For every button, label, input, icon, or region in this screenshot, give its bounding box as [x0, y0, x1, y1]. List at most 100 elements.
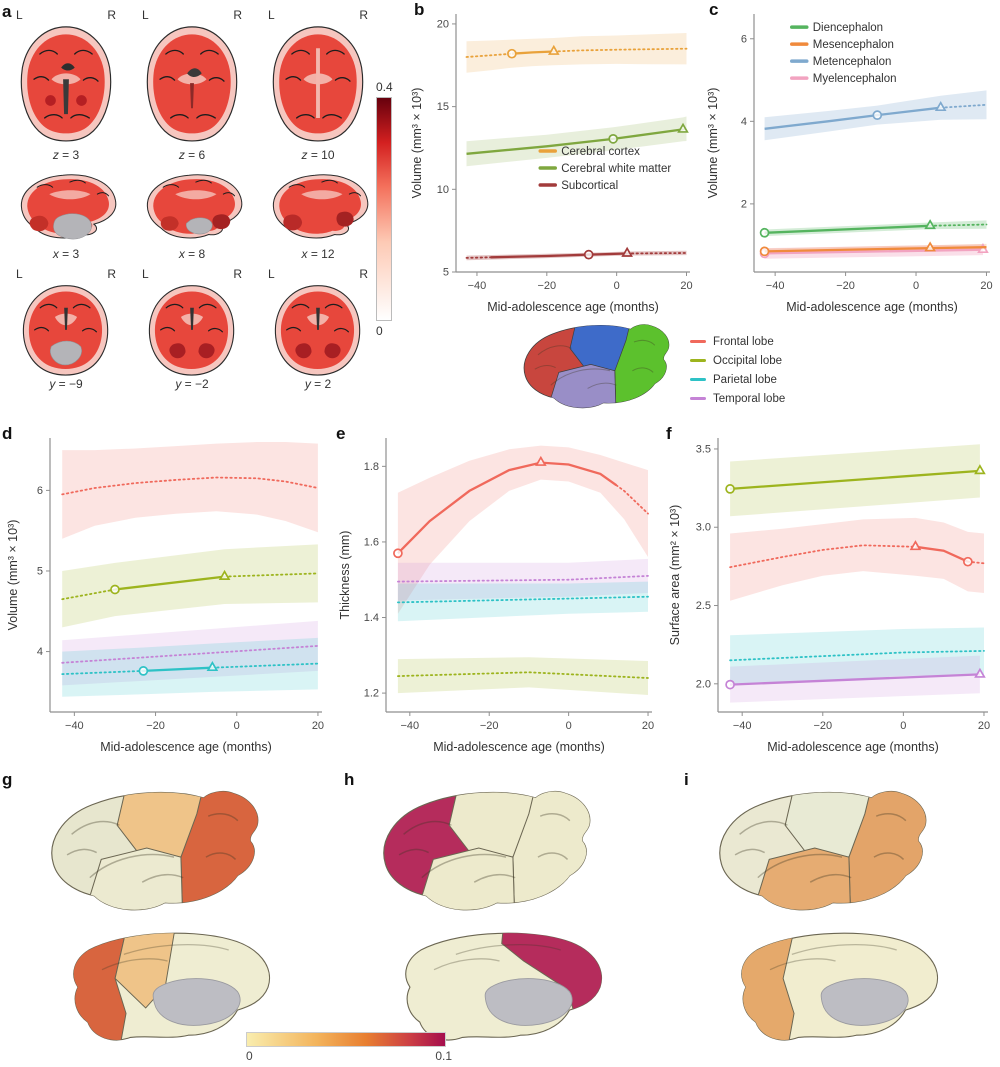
coronal-slice [148, 285, 235, 376]
marker-circle-Frontal lobe [393, 548, 403, 559]
line-dotted-Cerebral cortex [552, 47, 688, 53]
coronal-slice [22, 285, 109, 376]
y-axis-label: Volume (mm³ × 10³) [410, 88, 424, 199]
surface-medial [22, 926, 324, 1067]
surface-medial [690, 926, 992, 1067]
left-label: L [16, 267, 23, 281]
marker-triangle-Parietal lobe [206, 660, 219, 672]
chart-svg-c: −40 −20 0 20 2 4 6 Mid-adolescence age (months)… [706, 14, 993, 314]
y-tick-label: 2.0 [696, 678, 711, 690]
marker-triangle-Mesencephalon [924, 241, 936, 252]
chart-f: −40 −20 0 20 2.0 2.5 3.0 3.5 Mid-adolescence age… [666, 426, 998, 765]
bottom-colorbar: 0 0.1 [246, 1032, 452, 1063]
brain-medial-view [405, 932, 602, 1041]
panel-b-label: b [414, 0, 425, 19]
lobe-legend-item: Temporal lobe [690, 389, 785, 408]
lobe-legend-label: Occipital lobe [713, 354, 783, 367]
left-label: L [16, 8, 23, 22]
colorbar-gradient [376, 97, 392, 321]
left-label: L [142, 267, 149, 281]
x-tick-label: −20 [813, 720, 832, 732]
band-Occipital lobe [62, 544, 318, 628]
left-label: L [142, 8, 149, 22]
line-solid-Diencephalon [764, 224, 931, 234]
bottom-colorbar-min-label: 0 [246, 1049, 253, 1063]
y-tick-label: 1.6 [364, 536, 379, 548]
lobe-legend-swatch [690, 396, 706, 401]
x-tick-label: 0 [913, 280, 919, 292]
left-label: L [268, 8, 275, 22]
chart-d: −40 −20 0 20 4 5 6 Mid-adolescence age (months)… [4, 426, 332, 765]
surface-lateral [340, 782, 638, 930]
line-solid-Occipital lobe [114, 575, 225, 591]
bottom-colorbar-gradient [246, 1032, 446, 1047]
legend-label: Cerebral white matter [561, 163, 671, 175]
line-solid-Temporal lobe [730, 673, 980, 686]
marker-triangle-Temporal lobe [974, 667, 986, 678]
colorbar-min-label: 0 [376, 324, 383, 338]
x-tick-label: −40 [733, 720, 752, 732]
line-solid-Metencephalon [764, 106, 941, 130]
slice-caption: y = 2 [304, 377, 332, 391]
x-tick-label: 0 [900, 720, 906, 732]
x-tick-label: 20 [980, 280, 992, 292]
y-tick-label: 20 [437, 18, 449, 30]
y-tick-label: 5 [37, 565, 43, 577]
marker-triangle-Frontal lobe [909, 540, 922, 551]
slice-caption: z = 6 [178, 148, 206, 162]
x-tick-label: −40 [468, 280, 487, 292]
line-dotted-Parietal lobe [61, 670, 145, 675]
line-dotted-Frontal lobe [729, 544, 917, 569]
chart-c: −40 −20 0 20 2 4 6 Mid-adolescence age (months)… [704, 2, 1000, 325]
x-tick-label: −40 [766, 280, 785, 292]
marker-circle-Occipital lobe [110, 584, 120, 595]
y-tick-label: 10 [437, 184, 449, 196]
lobe-legend-label: Parietal lobe [713, 373, 777, 386]
brain-slice-cell: x = 8 [134, 168, 250, 261]
lobe-legend: Frontal lobe Occipital lobe Parietal lobe T… [690, 332, 785, 408]
marker-circle-Frontal lobe [963, 556, 973, 567]
y-tick-label: 3.0 [696, 522, 711, 534]
x-tick-label: −20 [537, 280, 556, 292]
brain-medial-view [73, 932, 270, 1041]
y-tick-label: 6 [741, 33, 747, 45]
y-axis-label: Volume (mm³ × 10³) [706, 88, 720, 199]
y-axis-label: Surface area (mm² × 10³) [668, 505, 682, 646]
coronal-slice [274, 285, 361, 376]
marker-circle-Occipital lobe [725, 484, 735, 494]
band-Occipital lobe [397, 657, 648, 695]
line-solid-Frontal lobe [915, 545, 969, 563]
left-label: L [268, 267, 275, 281]
x-axis-label: Mid-adolescence age (months) [100, 740, 272, 754]
marker-circle-Subcortical [583, 249, 594, 260]
line-solid-Parietal lobe [143, 666, 213, 673]
slice-caption: z = 10 [301, 148, 335, 162]
brain-slice-cell: x = 12 [260, 168, 376, 261]
line-solid-Cerebral cortex [511, 50, 554, 55]
legend-label: Myelencephalon [813, 73, 897, 85]
axial-slice [272, 26, 364, 142]
lobe-legend-swatch [690, 358, 706, 363]
legend-label: Cerebral cortex [561, 146, 640, 158]
chart-e: −40 −20 0 20 1.2 1.4 1.6 1.8 Mid-adolescence age… [336, 426, 662, 765]
legend-label: Mesencephalon [813, 39, 894, 51]
band-Temporal lobe [62, 620, 318, 686]
axial-slice [146, 26, 238, 142]
slice-caption: x = 3 [52, 247, 80, 261]
brain-slice-cell: x = 3 [8, 168, 124, 261]
line-dotted-Occipital lobe [397, 671, 649, 679]
x-axis-label: Mid-adolescence age (months) [767, 740, 939, 754]
slice-caption: x = 8 [178, 247, 206, 261]
y-tick-label: 2.5 [696, 600, 711, 612]
line-dotted-Cerebral cortex [465, 52, 513, 58]
